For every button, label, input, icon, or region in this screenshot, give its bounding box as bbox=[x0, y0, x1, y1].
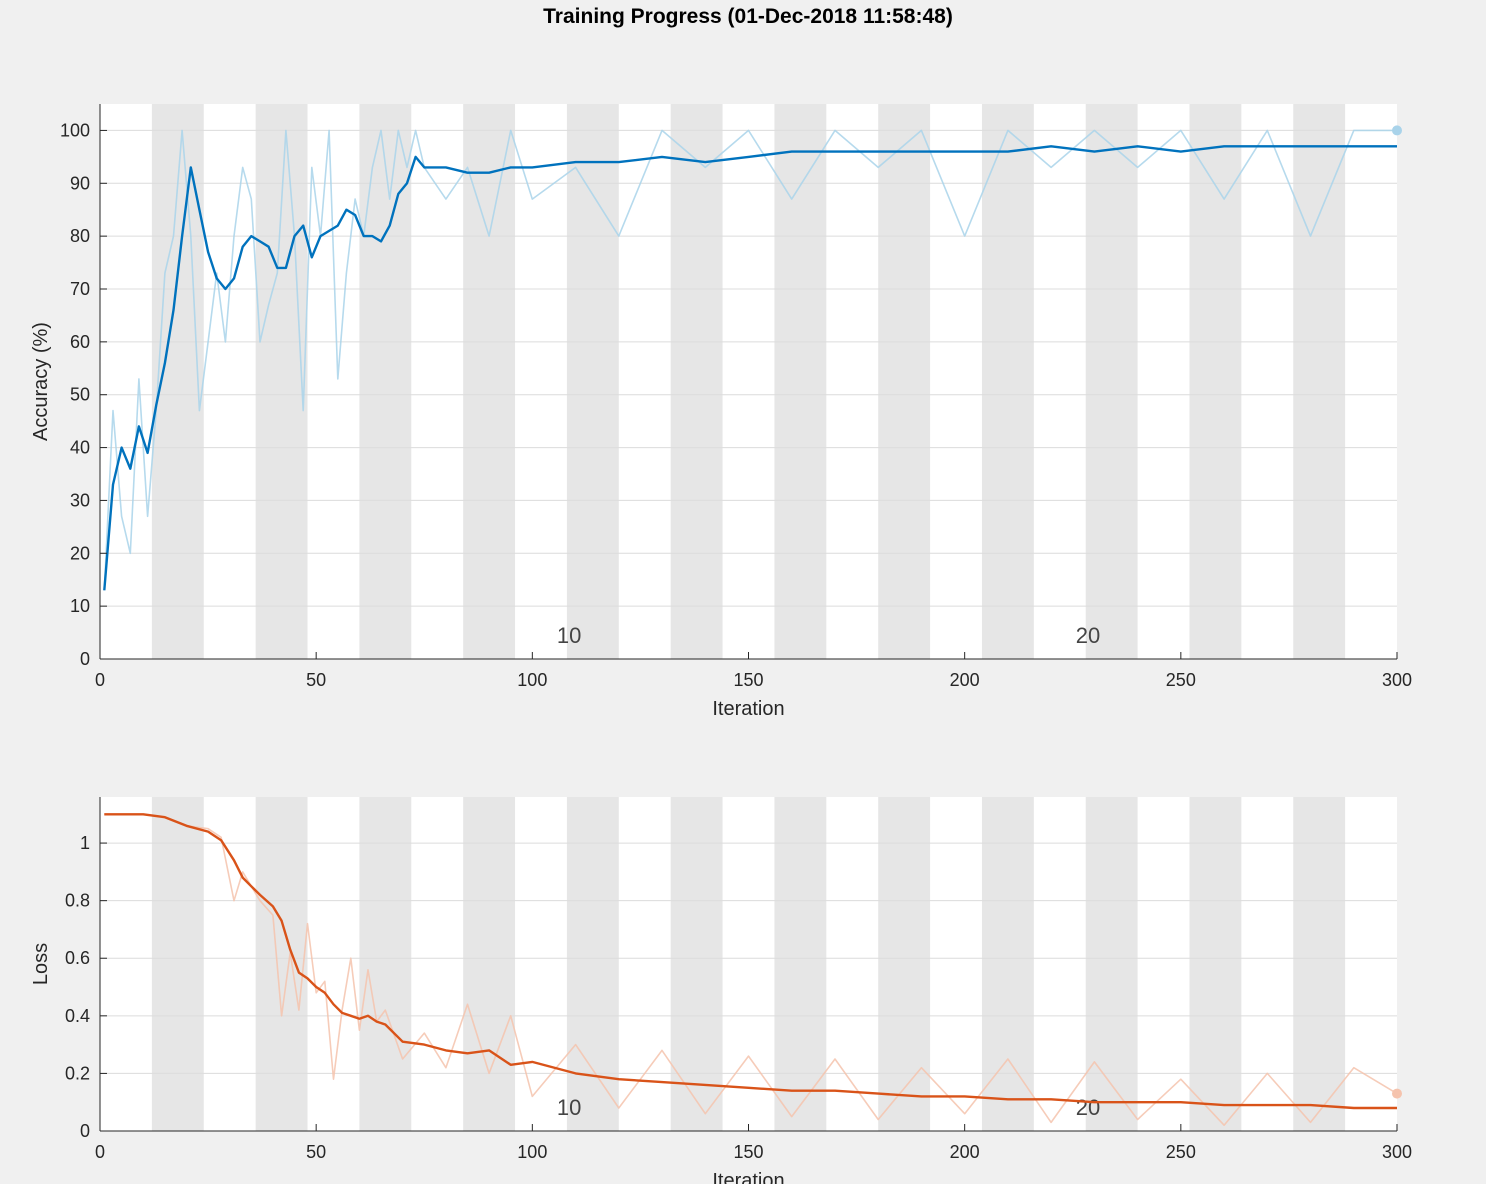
accuracy-y-tick-label: 80 bbox=[70, 226, 90, 246]
accuracy-epoch-band bbox=[566, 104, 619, 659]
loss-x-tick-label: 300 bbox=[1382, 1142, 1412, 1162]
accuracy-epoch-band bbox=[1189, 104, 1242, 659]
accuracy-x-tick-label: 300 bbox=[1382, 670, 1412, 690]
accuracy-x-tick-label: 0 bbox=[95, 670, 105, 690]
accuracy-y-tick-label: 40 bbox=[70, 438, 90, 458]
accuracy-y-tick-label: 90 bbox=[70, 173, 90, 193]
loss-axes: 10 200 50 100 150 200 250 30000.20.40.60.81Iter… bbox=[30, 797, 1412, 1184]
accuracy-epoch-band bbox=[1085, 104, 1138, 659]
loss-raw-line bbox=[104, 813, 1398, 1126]
accuracy-y-axis-label: Accuracy (%) bbox=[30, 322, 52, 441]
accuracy-x-axis-label: Iteration bbox=[712, 698, 784, 720]
accuracy-x-tick-label: 200 bbox=[950, 670, 980, 690]
loss-epoch-band bbox=[774, 797, 827, 1131]
loss-epoch-band bbox=[566, 797, 619, 1131]
accuracy-epoch-band bbox=[1293, 104, 1346, 659]
accuracy-x-tick-label: 50 bbox=[306, 670, 326, 690]
accuracy-y-tick-label: 60 bbox=[70, 332, 90, 352]
accuracy-y-tick-label: 50 bbox=[70, 385, 90, 405]
accuracy-x-tick-label: 250 bbox=[1166, 670, 1196, 690]
loss-x-tick-label: 0 bbox=[95, 1142, 105, 1162]
loss-epoch-label: 20 bbox=[1076, 1095, 1100, 1120]
loss-epoch-band bbox=[151, 797, 204, 1131]
loss-y-tick-label: 0.6 bbox=[65, 948, 90, 968]
accuracy-y-tick-label: 0 bbox=[80, 649, 90, 669]
loss-epoch-band bbox=[463, 797, 516, 1131]
loss-final-value-marker bbox=[1392, 1088, 1402, 1099]
accuracy-epoch-band bbox=[463, 104, 516, 659]
loss-y-tick-label: 0.2 bbox=[65, 1063, 90, 1083]
loss-smoothed-line bbox=[104, 813, 1397, 1110]
accuracy-epoch-label: 10 bbox=[557, 623, 581, 648]
accuracy-x-tick-label: 150 bbox=[733, 670, 763, 690]
accuracy-epoch-band bbox=[255, 104, 308, 659]
accuracy-y-tick-label: 100 bbox=[60, 120, 90, 140]
accuracy-epoch-label: 20 bbox=[1076, 623, 1100, 648]
loss-plot-area bbox=[100, 797, 1397, 1131]
loss-epoch-band bbox=[878, 797, 931, 1131]
loss-x-tick-label: 200 bbox=[950, 1142, 980, 1162]
accuracy-y-tick-label: 70 bbox=[70, 279, 90, 299]
accuracy-epoch-band bbox=[878, 104, 931, 659]
loss-epoch-label: 10 bbox=[557, 1095, 581, 1120]
loss-x-axis-label: Iteration bbox=[712, 1170, 784, 1184]
loss-epoch-band bbox=[1085, 797, 1138, 1131]
loss-y-tick-label: 0 bbox=[80, 1121, 90, 1141]
accuracy-epoch-band bbox=[981, 104, 1034, 659]
loss-y-tick-label: 1 bbox=[80, 833, 90, 853]
loss-x-tick-label: 250 bbox=[1166, 1142, 1196, 1162]
accuracy-axes: 10 200 50 100 150 200 250 300010203040506070809… bbox=[30, 104, 1412, 720]
loss-epoch-band bbox=[981, 797, 1034, 1131]
loss-y-axis-label: Loss bbox=[30, 943, 52, 985]
accuracy-x-tick-label: 100 bbox=[517, 670, 547, 690]
figure-title: Training Progress (01-Dec-2018 11:58:48) bbox=[543, 5, 953, 28]
accuracy-final-value-marker bbox=[1392, 125, 1402, 136]
loss-x-tick-label: 50 bbox=[306, 1142, 326, 1162]
loss-epoch-band bbox=[255, 797, 308, 1131]
loss-x-tick-label: 150 bbox=[733, 1142, 763, 1162]
accuracy-epoch-band bbox=[774, 104, 827, 659]
accuracy-raw-line bbox=[103, 129, 1397, 591]
loss-y-tick-label: 0.8 bbox=[65, 891, 90, 911]
loss-epoch-band bbox=[1293, 797, 1346, 1131]
loss-epoch-band bbox=[670, 797, 723, 1131]
accuracy-y-tick-label: 10 bbox=[70, 596, 90, 616]
accuracy-y-tick-label: 20 bbox=[70, 543, 90, 563]
accuracy-epoch-band bbox=[670, 104, 723, 659]
loss-x-tick-label: 100 bbox=[517, 1142, 547, 1162]
loss-y-tick-label: 0.4 bbox=[65, 1006, 90, 1026]
loss-epoch-band bbox=[1189, 797, 1242, 1131]
accuracy-smoothed-line bbox=[103, 145, 1397, 591]
loss-epoch-band bbox=[359, 797, 412, 1131]
accuracy-y-tick-label: 30 bbox=[70, 490, 90, 510]
